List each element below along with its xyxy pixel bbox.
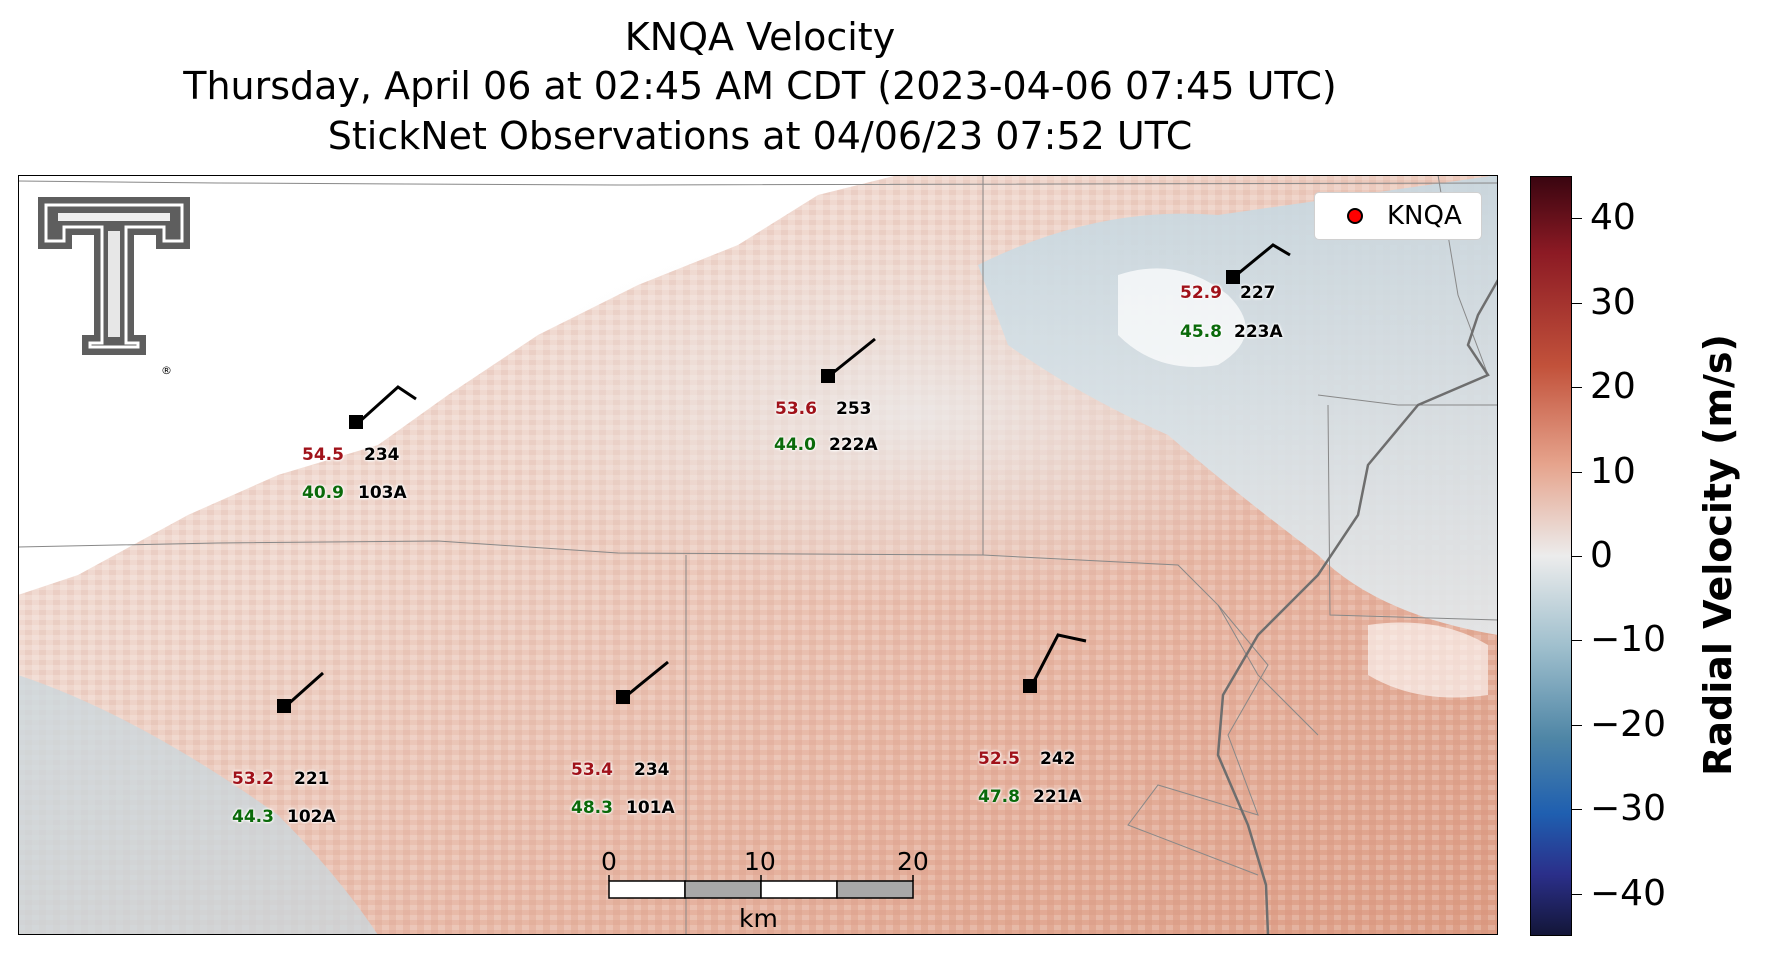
station-temp-103A: 54.5 [302, 445, 344, 465]
station-marker-221A [1023, 679, 1037, 693]
station-id-221A: 221A [1033, 787, 1082, 807]
station-dewpoint-223A: 45.8 [1180, 322, 1222, 342]
legend-label-knqa: KNQA [1387, 201, 1462, 231]
velocity-colorbar [1530, 176, 1572, 936]
colorbar-tick-label: −40 [1590, 872, 1666, 914]
station-id-102A: 102A [287, 807, 336, 827]
station-wind-dir-103A: 234 [364, 445, 400, 465]
colorbar-tick-label: −30 [1590, 788, 1666, 830]
colorbar-tick-label: 0 [1590, 535, 1613, 576]
colorbar-tick-mark [1572, 724, 1582, 726]
clear-air-gap-south [1368, 622, 1488, 698]
station-dewpoint-103A: 40.9 [302, 483, 344, 503]
colorbar-label: Radial Velocity (m/s) [1696, 334, 1740, 776]
boundary-line [1127, 604, 1269, 876]
station-id-103A: 103A [358, 483, 407, 503]
station-dewpoint-102A: 44.3 [232, 807, 274, 827]
scale-bar-label-0: 0 [601, 847, 617, 876]
radar-site-marker-icon [1347, 208, 1363, 224]
colorbar-tick-mark [1572, 640, 1582, 642]
logo-registered-mark: ® [161, 364, 172, 377]
station-marker-223A [1226, 270, 1240, 284]
colorbar-tick-mark [1572, 302, 1582, 304]
wind-barb-223A [1233, 243, 1291, 279]
inbound-velocity-area [978, 175, 1498, 635]
clear-air-gap [1118, 268, 1246, 367]
station-wind-dir-102A: 221 [294, 769, 330, 789]
station-wind-dir-222A: 253 [836, 399, 872, 419]
station-temp-223A: 52.9 [1180, 283, 1222, 303]
station-wind-dir-221A: 242 [1040, 749, 1076, 769]
scale-bar [608, 875, 914, 899]
wind-barb-102A [285, 671, 324, 708]
station-id-222A: 222A [829, 435, 878, 455]
colorbar-tick-mark [1572, 809, 1582, 811]
colorbar-tick-label: 30 [1590, 281, 1636, 323]
map-legend: KNQA [1314, 192, 1482, 240]
station-marker-222A [821, 369, 835, 383]
radar-map [18, 175, 1498, 935]
river-line [1216, 279, 1498, 935]
texas-tech-double-t-logo [38, 197, 190, 355]
map-subtitle-obs: StickNet Observations at 04/06/23 07:52 … [327, 114, 1193, 158]
station-marker-103A [349, 415, 363, 429]
wind-barb-221A [1029, 633, 1087, 688]
boundary-line [18, 540, 1319, 736]
map-title: KNQA Velocity [624, 15, 896, 59]
colorbar-tick-mark [1572, 556, 1582, 557]
colorbar-tick-label: 20 [1590, 366, 1636, 408]
boundary-line [1317, 394, 1498, 406]
wind-barb-103A [356, 385, 417, 425]
station-id-101A: 101A [626, 798, 675, 818]
inbound-velocity-area-sw [18, 675, 378, 935]
station-dewpoint-101A: 48.3 [571, 798, 613, 818]
station-wind-dir-101A: 234 [634, 760, 670, 780]
colorbar-tick-mark [1572, 893, 1582, 895]
colorbar-tick-label: 40 [1590, 197, 1636, 239]
wind-barb-222A [828, 337, 876, 378]
colorbar-tick-mark [1572, 471, 1582, 473]
radar-map-canvas [18, 175, 1498, 935]
station-dewpoint-221A: 47.8 [978, 787, 1020, 807]
station-temp-222A: 53.6 [775, 399, 817, 419]
wind-barb-101A [624, 660, 669, 699]
boundary-line [1327, 404, 1498, 621]
station-marker-102A [277, 699, 291, 713]
station-temp-101A: 53.4 [571, 760, 613, 780]
map-subtitle-time: Thursday, April 06 at 02:45 AM CDT (2023… [183, 64, 1337, 108]
station-temp-221A: 52.5 [978, 749, 1020, 769]
station-dewpoint-222A: 44.0 [774, 435, 816, 455]
boundary-line [18, 180, 1498, 186]
colorbar-tick-label: 10 [1590, 450, 1636, 492]
scale-bar-unit: km [739, 904, 778, 933]
scale-bar-label-20: 20 [897, 847, 929, 876]
scale-bar-label-10: 10 [744, 847, 776, 876]
station-temp-102A: 53.2 [232, 769, 274, 789]
colorbar-tick-mark [1572, 218, 1582, 220]
colorbar-tick-label: −10 [1590, 619, 1666, 661]
station-wind-dir-223A: 227 [1240, 283, 1276, 303]
colorbar-tick-label: −20 [1590, 703, 1666, 745]
station-marker-101A [616, 690, 630, 704]
station-id-223A: 223A [1234, 322, 1283, 342]
colorbar-tick-mark [1572, 387, 1582, 389]
